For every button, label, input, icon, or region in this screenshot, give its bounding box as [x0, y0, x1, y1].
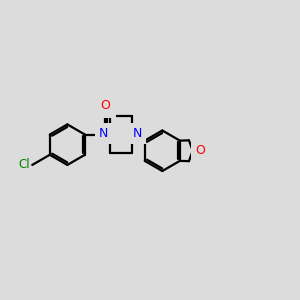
Text: N: N	[133, 127, 142, 140]
Text: O: O	[100, 99, 110, 112]
Text: N: N	[99, 127, 109, 140]
Text: Cl: Cl	[19, 158, 30, 171]
Text: O: O	[195, 144, 205, 157]
